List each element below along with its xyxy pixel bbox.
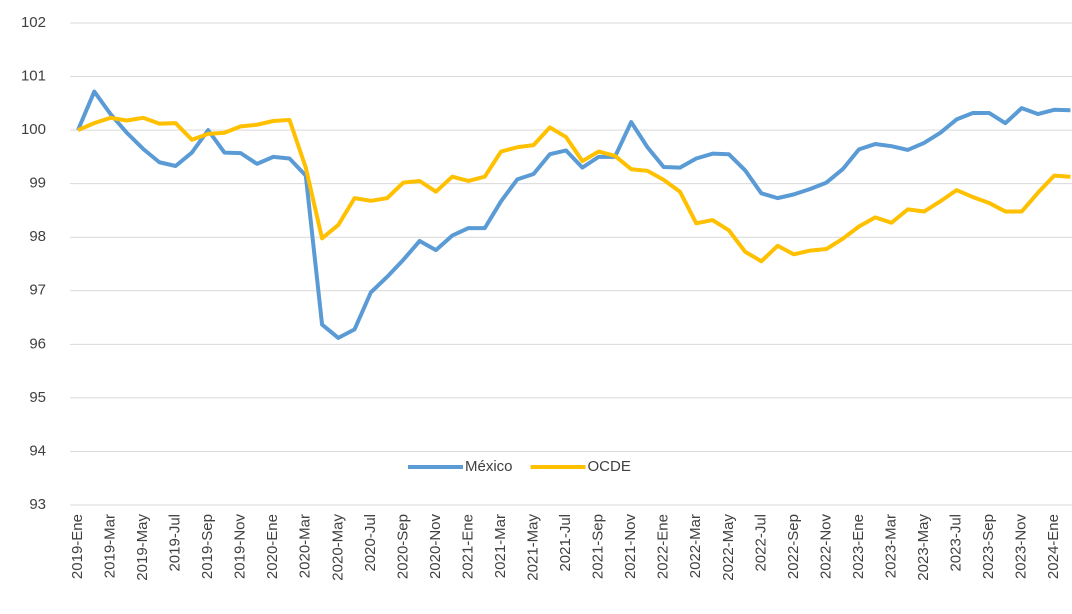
x-tick-label: 2021-Ene <box>459 514 476 579</box>
x-tick-label: 2019-Mar <box>102 514 119 578</box>
legend-label: México <box>465 458 513 475</box>
line-series <box>76 89 1071 340</box>
x-tick-label: 2020-Mar <box>297 514 314 578</box>
x-tick-label: 2020-Sep <box>394 514 411 579</box>
y-tick-label: 100 <box>21 121 46 138</box>
x-tick-label: 2022-Mar <box>687 514 704 578</box>
x-tick-label: 2021-Jul <box>557 514 574 572</box>
x-tick-label: 2020-May <box>329 514 346 581</box>
y-tick-label: 98 <box>29 228 46 245</box>
x-tick-label: 2022-Ene <box>655 514 672 579</box>
x-tick-label: 2019-Nov <box>232 514 249 580</box>
x-tick-label: 2023-Nov <box>1013 514 1030 580</box>
x-tick-label: 2023-May <box>915 514 932 581</box>
x-tick-label: 2020-Jul <box>362 514 379 572</box>
x-tick-label: 2022-Jul <box>752 514 769 572</box>
x-tick-label: 2020-Ene <box>264 514 281 579</box>
y-tick-label: 94 <box>29 442 46 459</box>
y-tick-label: 97 <box>29 282 46 299</box>
x-tick-label: 2019-Sep <box>199 514 216 579</box>
x-tick-label: 2022-Nov <box>817 514 834 580</box>
y-tick-label: 99 <box>29 175 46 192</box>
x-tick-label: 2023-Mar <box>882 514 899 578</box>
x-tick-label: 2021-Nov <box>622 514 639 580</box>
x-tick-label: 2022-Sep <box>785 514 802 579</box>
x-tick-label: 2024-Ene <box>1045 514 1062 579</box>
y-tick-label: 95 <box>29 389 46 406</box>
x-tick-label: 2023-Jul <box>948 514 965 572</box>
x-tick-label: 2021-Mar <box>492 514 509 578</box>
x-tick-label: 2021-Sep <box>590 514 607 579</box>
x-tick-label: 2019-Jul <box>167 514 184 572</box>
y-tick-label: 96 <box>29 335 46 352</box>
x-tick-label: 2021-May <box>525 514 542 581</box>
line-series <box>77 115 1071 264</box>
x-tick-label: 2022-May <box>720 514 737 581</box>
x-tick-label: 2019-Ene <box>69 514 86 579</box>
legend-label: OCDE <box>588 458 631 475</box>
x-tick-label: 2023-Sep <box>980 514 997 579</box>
y-tick-label: 93 <box>29 496 46 513</box>
x-tick-label: 2019-May <box>134 514 151 581</box>
x-tick-label: 2020-Nov <box>427 514 444 580</box>
y-tick-label: 102 <box>21 14 46 31</box>
x-tick-label: 2023-Ene <box>850 514 867 579</box>
y-tick-label: 101 <box>21 68 46 85</box>
